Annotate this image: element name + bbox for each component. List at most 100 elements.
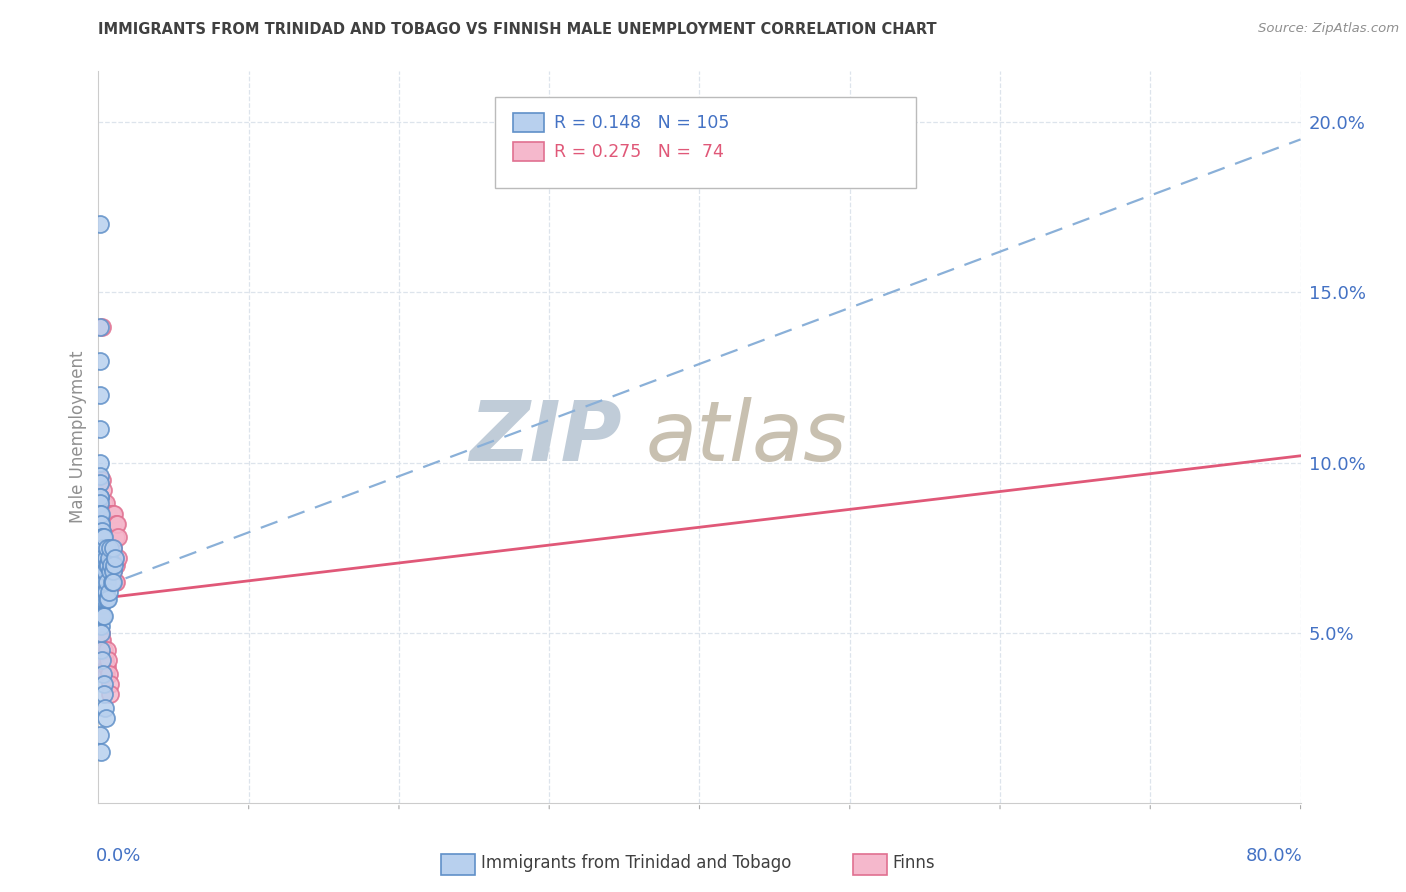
Point bbox=[101, 574, 124, 589]
Point bbox=[89, 469, 111, 483]
Point bbox=[103, 558, 125, 572]
Point bbox=[90, 565, 112, 579]
Point bbox=[93, 531, 115, 545]
Point bbox=[91, 591, 114, 606]
Point bbox=[94, 666, 117, 681]
Point bbox=[98, 574, 121, 589]
Point bbox=[100, 531, 122, 545]
Point bbox=[93, 608, 115, 623]
Point bbox=[94, 565, 117, 579]
Point bbox=[93, 541, 115, 555]
Point bbox=[103, 531, 125, 545]
Point bbox=[96, 659, 118, 673]
Point bbox=[100, 516, 122, 531]
Point bbox=[101, 541, 124, 555]
Point bbox=[90, 574, 112, 589]
Point bbox=[90, 550, 112, 565]
Point bbox=[94, 550, 117, 565]
Point bbox=[89, 490, 111, 504]
FancyBboxPatch shape bbox=[513, 143, 544, 161]
Point bbox=[89, 475, 111, 490]
Point bbox=[97, 516, 120, 531]
Point bbox=[93, 574, 115, 589]
Point bbox=[90, 599, 112, 613]
Point bbox=[91, 574, 114, 589]
Point bbox=[90, 516, 112, 531]
Point bbox=[96, 516, 118, 531]
Point bbox=[90, 585, 112, 599]
Point bbox=[103, 516, 125, 531]
Point bbox=[90, 558, 112, 572]
Point bbox=[93, 558, 115, 572]
Text: R = 0.275   N =  74: R = 0.275 N = 74 bbox=[554, 143, 724, 161]
Point bbox=[94, 653, 117, 667]
Point bbox=[91, 550, 114, 565]
Point bbox=[91, 659, 114, 673]
Point bbox=[93, 531, 115, 545]
Point bbox=[91, 574, 114, 589]
Point bbox=[97, 653, 120, 667]
Point bbox=[96, 507, 118, 521]
Point bbox=[89, 591, 111, 606]
Point bbox=[90, 574, 112, 589]
Point bbox=[93, 565, 115, 579]
Point bbox=[90, 516, 112, 531]
Point bbox=[90, 507, 112, 521]
Point bbox=[90, 599, 112, 613]
Text: Immigrants from Trinidad and Tobago: Immigrants from Trinidad and Tobago bbox=[481, 855, 792, 872]
Point bbox=[97, 541, 120, 555]
Point bbox=[93, 574, 115, 589]
Point bbox=[90, 574, 112, 589]
Point bbox=[90, 550, 112, 565]
Point bbox=[91, 541, 114, 555]
Point bbox=[98, 531, 121, 545]
Y-axis label: Male Unemployment: Male Unemployment bbox=[69, 351, 87, 524]
Point bbox=[94, 585, 117, 599]
Point bbox=[97, 550, 120, 565]
Point bbox=[101, 565, 124, 579]
Text: 80.0%: 80.0% bbox=[1246, 847, 1303, 864]
Point bbox=[93, 585, 115, 599]
Point bbox=[91, 541, 114, 555]
Point bbox=[90, 619, 112, 633]
Point bbox=[91, 531, 114, 545]
Point bbox=[89, 507, 111, 521]
Point bbox=[96, 574, 118, 589]
Point bbox=[97, 591, 120, 606]
Point bbox=[90, 745, 112, 759]
Point bbox=[90, 473, 112, 487]
Text: IMMIGRANTS FROM TRINIDAD AND TOBAGO VS FINNISH MALE UNEMPLOYMENT CORRELATION CHA: IMMIGRANTS FROM TRINIDAD AND TOBAGO VS F… bbox=[98, 22, 936, 37]
Point bbox=[90, 642, 112, 657]
Point bbox=[93, 677, 115, 691]
Point bbox=[90, 585, 112, 599]
Point bbox=[90, 591, 112, 606]
Point bbox=[89, 591, 111, 606]
Point bbox=[107, 531, 129, 545]
Point bbox=[90, 582, 112, 596]
Point bbox=[91, 632, 114, 647]
Point bbox=[103, 541, 125, 555]
Point bbox=[90, 591, 112, 606]
Point bbox=[91, 558, 114, 572]
Text: Finns: Finns bbox=[893, 855, 935, 872]
Text: ZIP: ZIP bbox=[468, 397, 621, 477]
Point bbox=[105, 516, 128, 531]
Point bbox=[100, 558, 122, 572]
Point bbox=[90, 565, 112, 579]
Point bbox=[96, 591, 118, 606]
Point bbox=[90, 625, 112, 640]
Point bbox=[91, 541, 114, 555]
Point bbox=[91, 516, 114, 531]
Point bbox=[90, 608, 112, 623]
Point bbox=[104, 531, 127, 545]
Point bbox=[94, 591, 117, 606]
Point bbox=[91, 666, 114, 681]
Text: 0.0%: 0.0% bbox=[96, 847, 142, 864]
Point bbox=[97, 585, 120, 599]
Point bbox=[107, 550, 129, 565]
Point bbox=[91, 653, 114, 667]
Point bbox=[90, 507, 112, 521]
Point bbox=[103, 574, 125, 589]
Point bbox=[89, 456, 111, 470]
Point bbox=[90, 585, 112, 599]
